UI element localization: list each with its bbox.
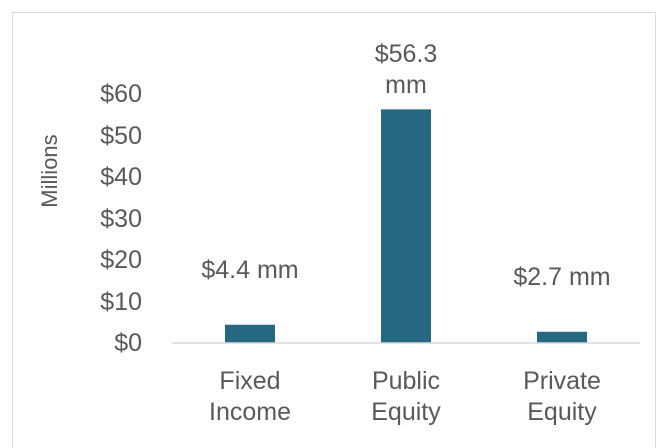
x-tick-label: Fixed Income <box>209 367 291 426</box>
y-tick-label: $60 <box>100 80 142 108</box>
y-tick-label: $20 <box>100 246 142 274</box>
y-tick-label: $0 <box>114 329 142 357</box>
bar <box>225 324 275 343</box>
data-label: $4.4 mm <box>201 255 299 284</box>
bar <box>537 331 587 343</box>
bar <box>381 109 431 343</box>
y-tick-label: $40 <box>100 163 142 191</box>
y-tick-label: $10 <box>100 287 142 316</box>
y-tick-label: $50 <box>100 121 142 150</box>
x-tick-label: Public Equity <box>371 367 441 426</box>
y-axis-label: Millions <box>37 134 62 208</box>
x-tick-label: Private Equity <box>523 367 601 426</box>
data-label: $2.7 mm <box>513 262 611 291</box>
data-label: $56.3 mm <box>374 40 438 100</box>
y-tick-label: $30 <box>100 204 142 233</box>
chart-border <box>12 12 656 448</box>
